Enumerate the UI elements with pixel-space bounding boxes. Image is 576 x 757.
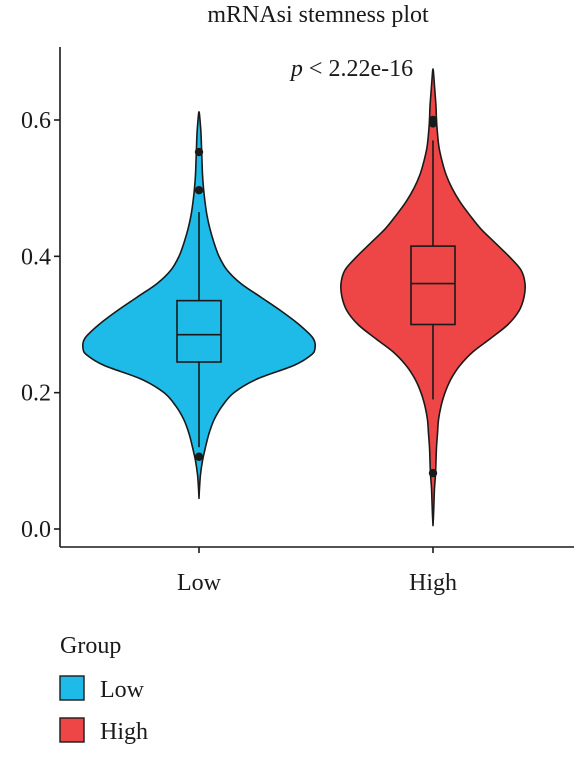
legend-title: Group bbox=[60, 633, 121, 659]
legend-swatch-low bbox=[59, 675, 85, 701]
outlier-high-2 bbox=[428, 119, 438, 128]
outlier-low-1 bbox=[194, 147, 204, 157]
legend-label-low: Low bbox=[100, 677, 145, 703]
legend: Group Low High bbox=[59, 633, 148, 745]
box-low bbox=[176, 299, 222, 363]
plot-area bbox=[81, 68, 526, 527]
y-tick-label: 0.4 bbox=[21, 244, 51, 270]
outlier-low-3 bbox=[194, 452, 204, 461]
y-tick-label: 0.0 bbox=[21, 517, 51, 543]
x-tick-label-low: Low bbox=[177, 570, 222, 596]
p-value-symbol: p bbox=[289, 56, 303, 82]
box-high bbox=[410, 245, 456, 326]
x-tick-label-high: High bbox=[409, 570, 457, 596]
legend-swatch-high bbox=[59, 717, 85, 743]
p-value-annotation: p < 2.22e-16 bbox=[289, 56, 413, 82]
axes: 0.0 0.2 0.4 0.6 Low High bbox=[21, 47, 574, 596]
chart-title: mRNAsi stemness plot bbox=[207, 2, 429, 28]
outlier-low-2 bbox=[194, 186, 204, 195]
y-tick-label: 0.2 bbox=[21, 381, 51, 407]
legend-label-high: High bbox=[100, 719, 148, 745]
outlier-high-3 bbox=[428, 468, 438, 478]
y-tick-label: 0.6 bbox=[21, 108, 51, 134]
p-value-text: < 2.22e-16 bbox=[303, 56, 413, 82]
